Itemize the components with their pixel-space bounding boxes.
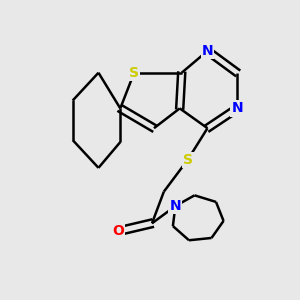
Text: N: N (231, 101, 243, 116)
Text: N: N (169, 199, 181, 213)
Text: N: N (202, 44, 213, 58)
Text: S: S (129, 66, 139, 80)
Text: O: O (112, 224, 124, 238)
Text: S: S (183, 153, 193, 167)
